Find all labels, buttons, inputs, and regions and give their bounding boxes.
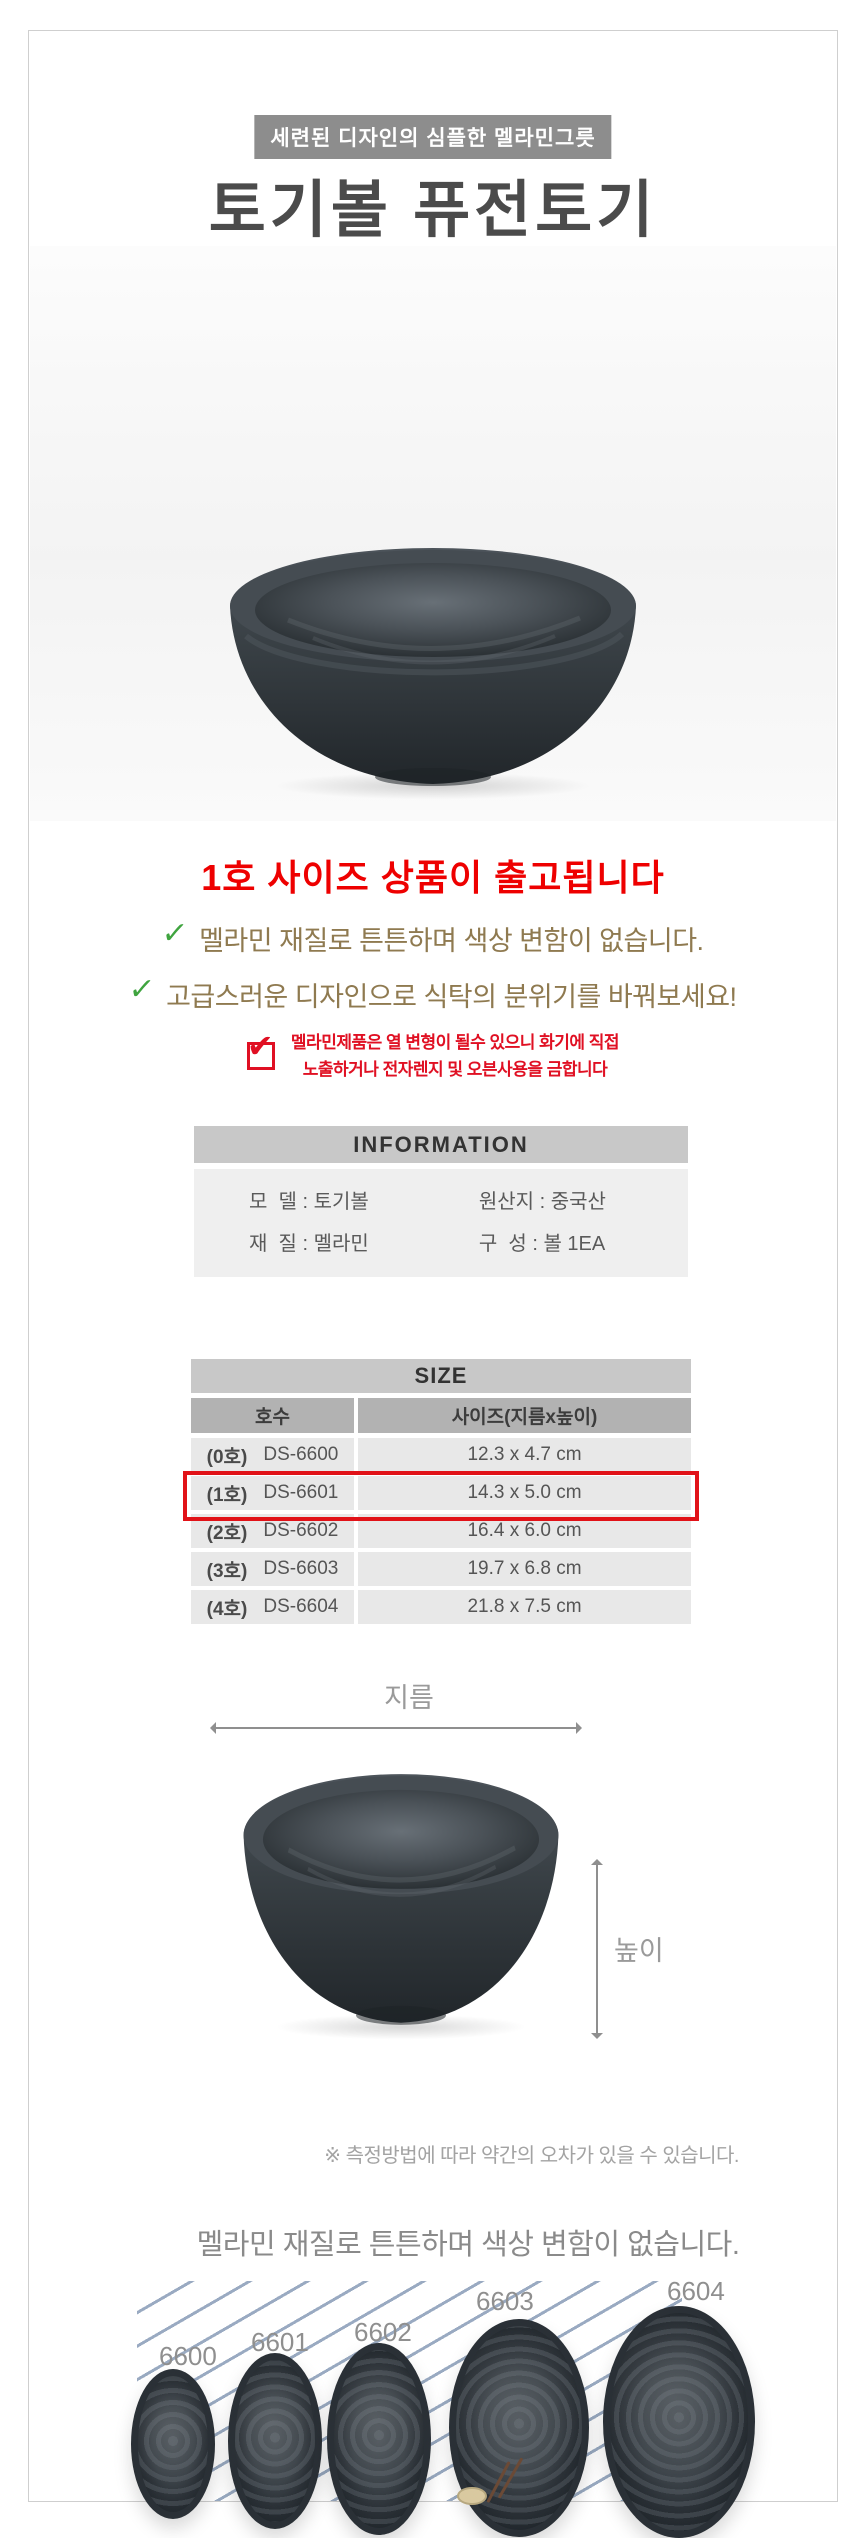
feature-item: ✓ 멜라민 재질로 튼튼하며 색상 변함이 없습니다. [29,917,837,958]
feature-item: ✓ 고급스러운 디자인으로 식탁의 분위기를 바꿔보세요! [29,973,837,1014]
col-header-size: 사이즈(지름x높이) [358,1398,691,1433]
size-table: SIZE 호수 사이즈(지름x높이) (0호) DS-6600 12.3 x 4.… [191,1359,691,1628]
check-icon: ✓ [127,973,157,1006]
size-table-row: (3호) DS-6603 19.7 x 6.8 cm [191,1552,691,1586]
information-table-title: INFORMATION [194,1126,688,1163]
warning-line: 멜라민제품은 열 변형이 될수 있으니 화기에 직접 [290,1033,620,1052]
product-detail-card: 세련된 디자인의 심플한 멜라민그릇 토기볼 퓨전토기 [28,30,838,2538]
info-model: 모 델 : 토기볼 [249,1191,369,1213]
bottom-caption: 멜라민 재질로 튼튼하며 색상 변함이 없습니다. [196,2229,740,2261]
height-arrow [591,1859,603,2039]
height-label: 높이 [614,1936,664,1966]
info-composition: 구 성 : 볼 1EA [478,1233,606,1255]
shipping-notice: 1호 사이즈 상품이 출고됩니다 [201,857,665,898]
row-model: DS-6602 [263,1520,339,1541]
warning-line: 노출하거나 전자렌지 및 오븐사용을 금합니다 [302,1060,608,1079]
size-table-row: (0호) DS-6600 12.3 x 4.7 cm [191,1438,691,1472]
row-size: 16.4 x 6.0 cm [358,1514,691,1548]
check-icon: ✓ [160,917,190,950]
bowl-side-view-image [234,1774,568,2044]
info-material: 재 질 : 멜라민 [249,1233,369,1255]
diagram-bowl-image [211,1753,591,2053]
bowl-size-label: 6603 [476,2286,534,2316]
product-title: 토기볼 퓨전토기 [208,176,658,245]
row-number: (2호) [206,1522,248,1544]
diameter-label: 지름 [384,1683,434,1713]
row-number: (3호) [206,1560,248,1582]
bowl-size-label: 6601 [251,2327,309,2357]
small-dish [457,2487,487,2505]
row-model: DS-6600 [263,1444,339,1465]
info-origin: 원산지 : 중국산 [478,1191,606,1213]
row-model: DS-6603 [263,1558,339,1579]
bowl-size-label: 6604 [667,2276,725,2306]
warning-text: 멜라민제품은 열 변형이 될수 있으니 화기에 직접 노출하거나 전자렌지 및 … [290,1029,620,1083]
col-header-number: 호수 [191,1398,354,1433]
checkbox-checked-icon: ✔ [246,1028,275,1070]
bowl-top-view-0 [131,2369,215,2519]
row-size: 12.3 x 4.7 cm [358,1438,691,1472]
bowl-size-label: 6600 [159,2341,217,2371]
red-check-icon: ✔ [246,1028,274,1064]
feature-text: 고급스러운 디자인으로 식탁의 분위기를 바꿔보세요! [166,982,737,1012]
row-size: 19.7 x 6.8 cm [358,1552,691,1586]
size-table-row: (4호) DS-6604 21.8 x 7.5 cm [191,1590,691,1624]
row-number: (1호) [206,1484,248,1506]
row-number: (4호) [206,1598,248,1620]
measurement-note: ※ 측정방법에 따라 약간의 오차가 있을 수 있습니다. [324,2145,739,2167]
bowl-top-view-1 [228,2353,322,2529]
information-table-body: 모 델 : 토기볼 원산지 : 중국산 재 질 : 멜라민 구 성 : 볼 1E… [194,1169,688,1277]
bowl-side-view-image [223,548,643,804]
size-table-row: (2호) DS-6602 16.4 x 6.0 cm [191,1514,691,1548]
information-row: 재 질 : 멜라민 구 성 : 볼 1EA [194,1223,688,1265]
feature-list: ✓ 멜라민 재질로 튼튼하며 색상 변함이 없습니다. ✓ 고급스러운 디자인으… [29,917,837,1031]
bowl-top-view-2 [327,2343,431,2535]
row-model: DS-6601 [263,1482,339,1503]
size-table-header-row: 호수 사이즈(지름x높이) [191,1398,691,1433]
size-table-title: SIZE [191,1359,691,1393]
warning-note: ✔ 멜라민제품은 열 변형이 될수 있으니 화기에 직접 노출하거나 전자렌지 … [29,1028,837,1083]
size-table-row-highlighted: (1호) DS-6601 14.3 x 5.0 cm [191,1476,691,1510]
row-size: 14.3 x 5.0 cm [358,1476,691,1510]
information-table: INFORMATION 모 델 : 토기볼 원산지 : 중국산 재 질 : 멜라… [194,1126,688,1277]
diameter-arrow [210,1722,582,1734]
header-badge: 세련된 디자인의 심플한 멜라민그릇 [254,115,612,159]
feature-text: 멜라민 재질로 튼튼하며 색상 변함이 없습니다. [199,926,704,956]
row-model: DS-6604 [263,1596,339,1617]
information-row: 모 델 : 토기볼 원산지 : 중국산 [194,1181,688,1223]
bowl-top-view-4 [603,2306,755,2538]
row-number: (0호) [206,1446,248,1468]
row-size: 21.8 x 7.5 cm [358,1590,691,1624]
hero-product-photo [30,246,836,821]
bowl-size-label: 6602 [354,2317,412,2347]
